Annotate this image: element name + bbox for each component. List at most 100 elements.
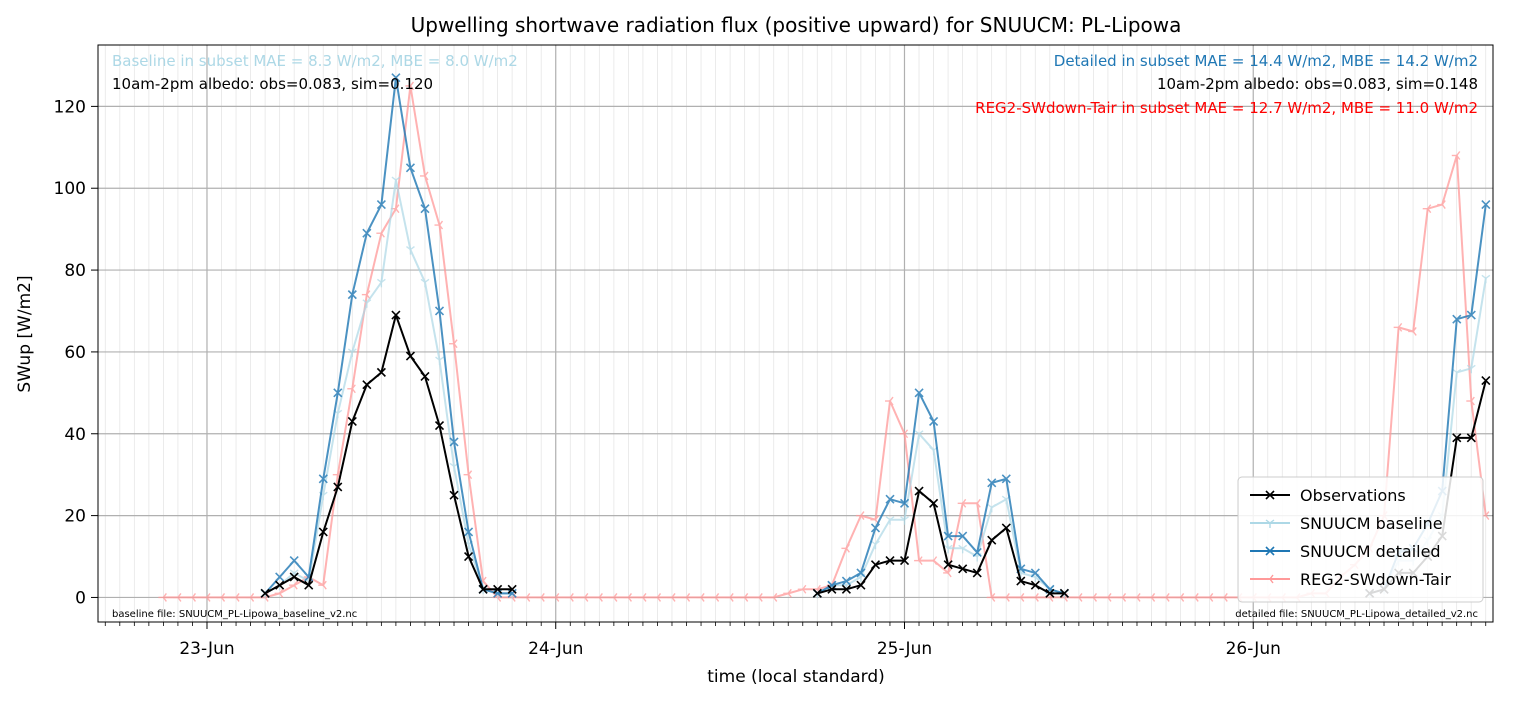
- data-point: [899, 498, 910, 508]
- data-point: [1452, 433, 1462, 443]
- detailed-stats-annotation: Detailed in subset MAE = 14.4 W/m2, MBE …: [1054, 52, 1478, 70]
- data-point: [987, 535, 997, 545]
- data-point: [434, 306, 445, 316]
- baseline-file-annotation: baseline file: SNUUCM_PL-Lipowa_baseline…: [112, 609, 357, 620]
- data-point: [1466, 433, 1476, 443]
- data-point: [420, 371, 430, 382]
- data-point: [987, 503, 997, 513]
- detailed-albedo-annotation: 10am-2pm albedo: obs=0.083, sim=0.148: [1157, 75, 1478, 93]
- data-point: [1001, 593, 1010, 602]
- data-point: [1146, 593, 1156, 602]
- legend-marker: [1265, 574, 1274, 584]
- data-point: [187, 593, 197, 602]
- data-point: [943, 544, 953, 554]
- data-point: [521, 593, 531, 602]
- data-point: [1001, 474, 1011, 484]
- data-point: [1451, 151, 1461, 160]
- data-point: [333, 482, 343, 492]
- data-point: [768, 593, 778, 602]
- data-point: [754, 593, 763, 602]
- data-point: [899, 556, 910, 566]
- data-point: [929, 498, 939, 508]
- data-point: [637, 593, 647, 602]
- data-point: [1422, 204, 1432, 214]
- data-point: [420, 204, 430, 214]
- data-point: [1466, 310, 1476, 320]
- data-point: [870, 560, 881, 570]
- legend-marker: [1265, 519, 1275, 528]
- data-point: [550, 593, 560, 602]
- data-point: [449, 339, 458, 349]
- axes: 23-Jun24-Jun25-Jun26-Jun27-Jun0204060801…: [54, 97, 1487, 659]
- data-point: [318, 474, 328, 484]
- data-point: [362, 299, 372, 308]
- data-point: [158, 593, 167, 602]
- x-tick-label: 23-Jun: [179, 639, 234, 659]
- data-point: [855, 511, 865, 521]
- data-point: [871, 540, 880, 550]
- data-point: [710, 593, 720, 602]
- data-point: [1015, 593, 1025, 602]
- data-point: [245, 593, 255, 602]
- data-point: [1102, 593, 1112, 602]
- legend-entry: SNUUCM detailed: [1250, 542, 1441, 561]
- data-point: [275, 572, 285, 582]
- data-point: [1030, 593, 1039, 602]
- data-point: [260, 588, 270, 598]
- data-point: [289, 572, 299, 582]
- data-point: [405, 163, 416, 173]
- legend-entry: Observations: [1250, 486, 1406, 505]
- x-tick-label: 25-Jun: [877, 639, 932, 659]
- data-point: [1073, 593, 1083, 602]
- data-point: [405, 81, 415, 91]
- data-point: [391, 176, 401, 186]
- data-point: [289, 580, 298, 590]
- y-tick-label: 100: [54, 179, 86, 199]
- baseline-albedo-annotation: 10am-2pm albedo: obs=0.083, sim=0.120: [112, 75, 433, 93]
- data-point: [1175, 593, 1185, 602]
- data-point: [391, 310, 401, 320]
- data-point: [376, 367, 386, 377]
- data-point: [608, 593, 618, 602]
- data-point: [434, 421, 445, 431]
- data-point: [172, 593, 182, 602]
- data-point: [1001, 523, 1011, 533]
- data-point: [435, 356, 444, 366]
- data-point: [957, 498, 967, 508]
- data-point: [856, 580, 866, 590]
- data-point: [376, 200, 386, 210]
- y-tick-label: 0: [75, 588, 86, 608]
- data-point: [797, 584, 807, 594]
- data-point: [841, 543, 850, 553]
- data-point: [1481, 375, 1491, 386]
- series-line: [817, 490, 1065, 595]
- y-tick-label: 40: [64, 425, 86, 445]
- data-point: [987, 478, 997, 488]
- data-point: [201, 593, 211, 602]
- data-point: [928, 556, 938, 566]
- data-point: [827, 584, 837, 594]
- data-point: [725, 593, 734, 602]
- y-tick-label: 20: [64, 507, 86, 527]
- data-point: [841, 584, 851, 594]
- data-point: [449, 437, 459, 447]
- data-point: [419, 171, 429, 181]
- legend-marker: [1265, 546, 1275, 556]
- data-point: [434, 220, 444, 230]
- data-point: [318, 580, 327, 590]
- data-point: [914, 556, 923, 566]
- legend-label: SNUUCM baseline: [1300, 514, 1443, 533]
- baseline-stats-annotation: Baseline in subset MAE = 8.3 W/m2, MBE =…: [112, 52, 518, 70]
- reg2-stats-annotation: REG2-SWdown-Tair in subset MAE = 12.7 W/…: [975, 99, 1478, 117]
- legend-entry: SNUUCM baseline: [1250, 514, 1443, 533]
- data-point: [885, 494, 895, 504]
- data-point: [449, 490, 459, 500]
- data-point: [899, 429, 909, 439]
- legend-label: REG2-SWdown-Tair: [1300, 570, 1451, 589]
- legend-label: SNUUCM detailed: [1300, 542, 1441, 561]
- data-point: [1466, 396, 1475, 406]
- series-line: [816, 432, 1065, 595]
- data-point: [333, 388, 343, 398]
- data-point: [827, 580, 837, 590]
